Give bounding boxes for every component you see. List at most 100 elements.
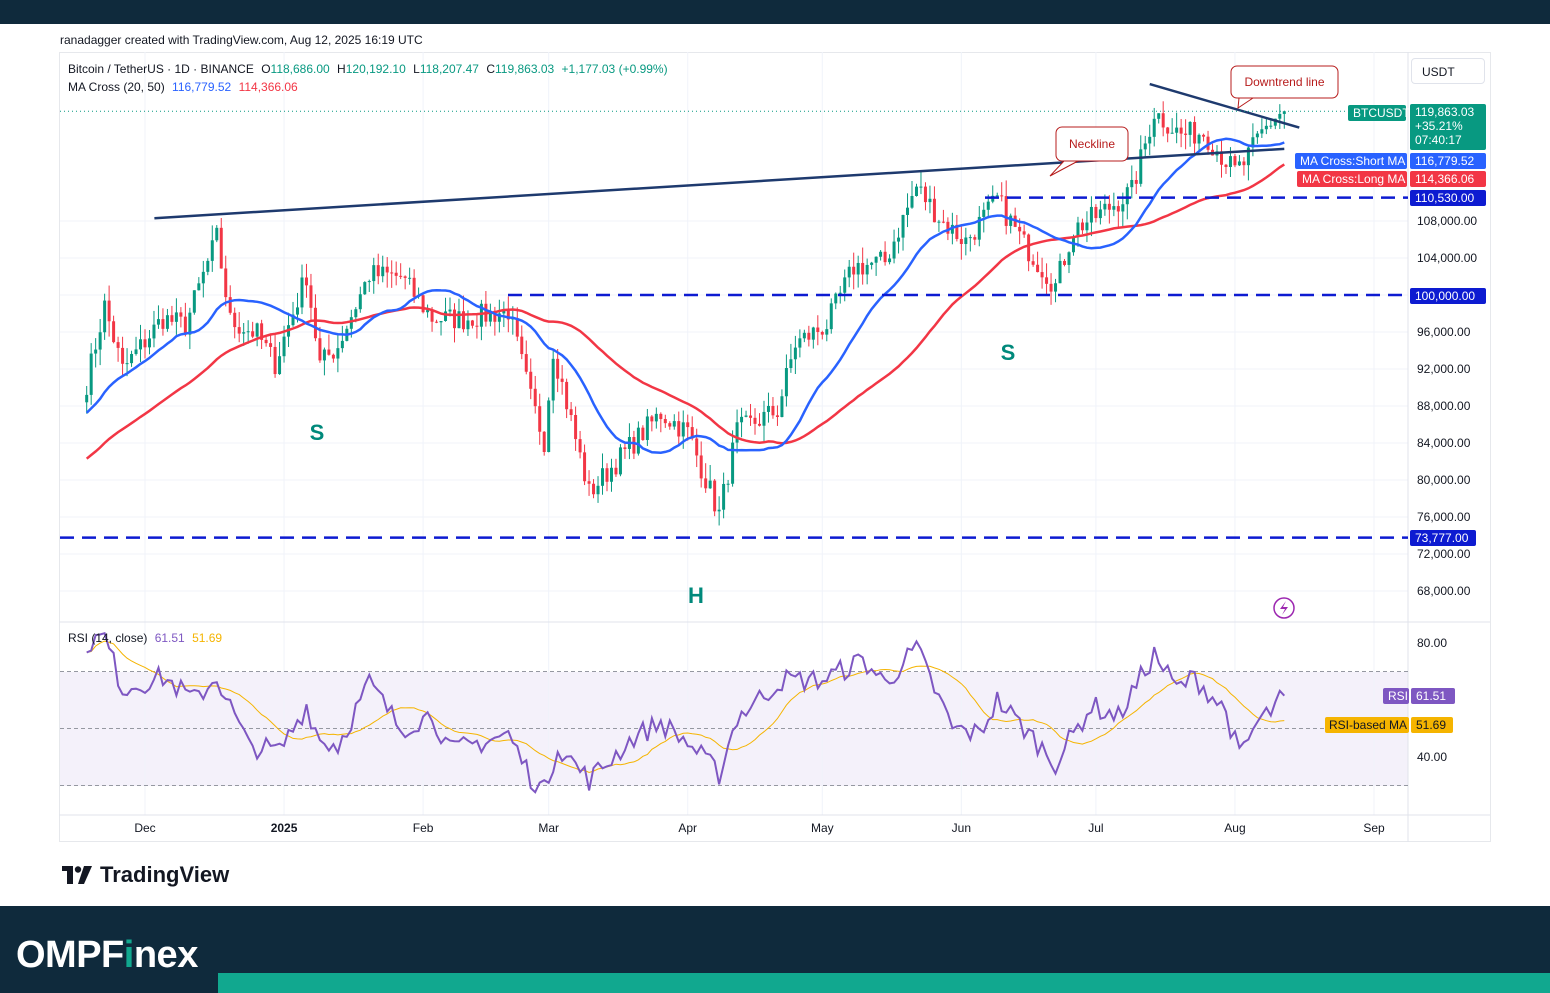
candle-body <box>134 349 138 354</box>
candle-body <box>242 332 246 334</box>
candle-body <box>1040 272 1044 278</box>
candle-body <box>385 266 389 273</box>
candle-body <box>313 307 317 339</box>
candle-body <box>372 265 376 282</box>
currency-selector[interactable]: USDT <box>1411 58 1485 84</box>
high-value: 120,192.10 <box>345 62 406 76</box>
candle-body <box>170 315 174 322</box>
downtrend-callout-pointer <box>1237 97 1254 110</box>
candle-body <box>1000 195 1004 197</box>
candle-body <box>659 413 663 420</box>
right-shoulder-label: S <box>1001 340 1016 365</box>
candle-body <box>941 221 945 223</box>
ma-short-value: 116,779.52 <box>172 80 232 94</box>
candle-body <box>1260 129 1264 134</box>
candle-body <box>740 416 744 423</box>
candle-body <box>1269 125 1273 127</box>
candle-body <box>775 415 779 418</box>
rsi-legend[interactable]: RSI (14, close) 61.51 51.69 <box>68 631 226 645</box>
candle-body <box>583 452 587 482</box>
candle-body <box>802 332 806 339</box>
candle-body <box>309 285 313 308</box>
candle-body <box>672 421 676 427</box>
short-ma-name-tag-text: MA Cross:Short MA <box>1300 154 1405 168</box>
candle-body <box>1246 147 1250 166</box>
downtrend-callout-text: Downtrend line <box>1244 75 1324 89</box>
candle-body <box>412 277 416 297</box>
candle-body <box>439 321 443 323</box>
price-tick-label: 104,000.00 <box>1417 251 1477 265</box>
short-ma-value-tag-bg <box>1410 153 1486 169</box>
candle-body <box>636 427 640 454</box>
candle-body <box>852 266 856 275</box>
ma-label: MA Cross (20, 50) <box>68 80 165 94</box>
candle-body <box>1206 136 1210 150</box>
rsi-name-tag-text: RSI <box>1388 689 1408 703</box>
candle-body <box>1237 161 1241 166</box>
candle-body <box>1264 125 1268 130</box>
candle-body <box>1193 121 1197 144</box>
candle-body <box>1049 283 1053 292</box>
ma-legend[interactable]: MA Cross (20, 50) 116,779.52 114,366.06 <box>68 80 302 94</box>
candle-body <box>749 415 753 418</box>
chart-frame[interactable] <box>59 52 1491 842</box>
candle-body <box>1125 187 1129 205</box>
candle-body <box>506 309 510 320</box>
candle-body <box>923 186 927 203</box>
candle-body <box>1251 137 1255 148</box>
candle-body <box>811 327 815 340</box>
open-label: O <box>261 62 271 76</box>
candle-body <box>165 315 169 329</box>
candle-body <box>618 447 622 475</box>
symbol-tag-text: BTCUSDT <box>1353 106 1410 120</box>
rsi-tick-label: 80.00 <box>1417 636 1447 650</box>
symbol-title[interactable]: Bitcoin / TetherUS · 1D · BINANCE <box>68 62 254 76</box>
candle-body <box>686 422 690 428</box>
candle-body <box>565 381 569 410</box>
price-tick-label: 88,000.00 <box>1417 399 1471 413</box>
rsi-ma-value-tag-bg <box>1411 717 1453 733</box>
candle-body <box>789 359 793 369</box>
candle-body <box>1080 222 1084 231</box>
candle-body <box>183 316 187 335</box>
rsi-label: RSI (14, close) <box>68 631 148 645</box>
candle-body <box>1107 203 1111 210</box>
candle-body <box>327 349 331 355</box>
head-label: H <box>688 583 704 608</box>
candle-body <box>784 368 788 397</box>
rsi-ma-name-tag-text: RSI-based MA <box>1329 718 1407 732</box>
candle-body <box>601 468 605 486</box>
candle-body <box>246 331 250 333</box>
rsi-ma-value-tag-text: 51.69 <box>1416 718 1446 732</box>
candle-body <box>470 320 474 326</box>
ma-long-value: 114,366.06 <box>238 80 298 94</box>
candle-body <box>874 256 878 263</box>
price-tick-label: 84,000.00 <box>1417 436 1471 450</box>
candle-body <box>143 339 147 348</box>
candle-body <box>1228 156 1232 168</box>
downtrend-trendline[interactable] <box>1149 82 1300 129</box>
neckline-callout-box[interactable] <box>1055 126 1129 162</box>
candle-body <box>959 238 963 245</box>
candle-body <box>753 417 757 424</box>
candle-body <box>201 271 205 284</box>
candle-body <box>1273 118 1277 126</box>
candle-body <box>224 268 228 298</box>
candle-body <box>188 312 192 335</box>
price-tick-label: 108,000.00 <box>1417 214 1477 228</box>
candle-body <box>1134 179 1138 184</box>
candle-body <box>650 416 654 422</box>
symbol-tag-bg <box>1348 105 1406 121</box>
candle-body <box>982 209 986 217</box>
candle-body <box>744 415 748 417</box>
candle-body <box>502 309 506 314</box>
candle-body <box>197 283 201 291</box>
candle-body <box>914 186 918 196</box>
level-1-tag-text: 110,530.00 <box>1415 191 1474 205</box>
candle-body <box>950 224 954 234</box>
candle-body <box>479 303 483 327</box>
downtrend-callout-box[interactable] <box>1230 65 1339 99</box>
candle-body <box>865 264 869 275</box>
candle-body <box>390 272 394 274</box>
